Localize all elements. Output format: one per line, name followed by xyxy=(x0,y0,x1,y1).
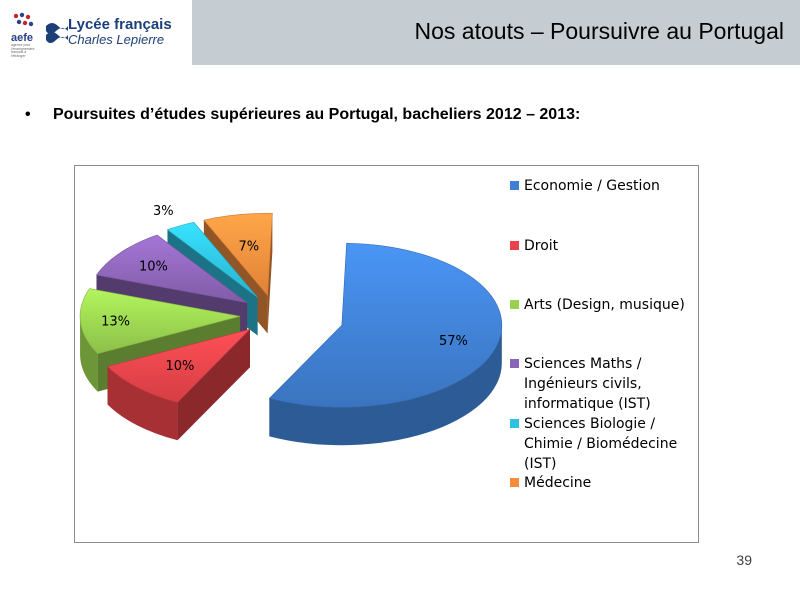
pie-slice-1 xyxy=(106,328,251,403)
legend-item: Economie / Gestion xyxy=(510,176,694,196)
legend-swatch xyxy=(510,181,519,190)
aefe-wordmark: aefe xyxy=(11,32,34,44)
legend-item: Médecine xyxy=(510,473,694,493)
legend-item: Arts (Design, musique) xyxy=(510,295,694,315)
pie-slice-wall xyxy=(267,213,273,334)
legend-swatch xyxy=(510,359,519,368)
bullet-symbol: • xyxy=(25,106,31,123)
pie-slice-side xyxy=(107,366,178,441)
lycee-wave-icon xyxy=(46,23,68,43)
page-number: 39 xyxy=(736,552,752,568)
aefe-caption: agence pour l'enseignement français à l'… xyxy=(11,43,35,58)
legend-swatch xyxy=(510,241,519,250)
pie-data-label: 10% xyxy=(165,359,194,374)
aefe-logo: aefe agence pour l'enseignement français… xyxy=(8,10,44,58)
legend-item: Sciences Biologie / Chimie / Biomédecine… xyxy=(510,414,694,474)
pie-slice-side xyxy=(80,316,98,392)
legend-label: Sciences Biologie / Chimie / Biomédecine… xyxy=(524,416,678,472)
legend-label: Médecine xyxy=(524,475,592,491)
bullet-point: • Poursuites d’études supérieures au Port… xyxy=(25,106,580,124)
aefe-dots-icon xyxy=(13,12,34,27)
pie-chart: 57% 10% 13% 10% 3% 7% xyxy=(79,204,503,446)
pie-data-label: 10% xyxy=(139,260,168,275)
pie-slice-3 xyxy=(95,234,248,304)
logo-school-name-line2: Charles Lepierre xyxy=(68,32,165,47)
school-logo: aefe agence pour l'enseignement français… xyxy=(8,10,188,58)
pie-data-label: 7% xyxy=(239,239,260,254)
legend-label: Arts (Design, musique) xyxy=(524,297,685,313)
pie-data-label: 13% xyxy=(101,314,130,329)
pie-slice-side xyxy=(269,325,502,446)
legend-label: Sciences Maths / Ingénieurs civils, info… xyxy=(524,356,651,412)
legend-label: Droit xyxy=(524,238,559,254)
pie-data-label: 57% xyxy=(439,334,468,349)
legend-swatch xyxy=(510,300,519,309)
header-band xyxy=(192,0,800,65)
pie-slice-5 xyxy=(203,213,273,297)
legend-swatch xyxy=(510,419,519,428)
legend-swatch xyxy=(510,478,519,487)
logo-school-name-line1: Lycée français xyxy=(68,16,172,33)
pie-slice-wall xyxy=(177,329,250,441)
pie-slice-4 xyxy=(166,221,258,298)
slide-title: Nos atouts – Poursuivre au Portugal xyxy=(414,18,784,44)
pie-data-label: 3% xyxy=(153,204,174,219)
pie-slice-0 xyxy=(268,242,503,408)
bullet-text: Poursuites d’études supérieures au Portu… xyxy=(53,106,581,123)
legend-label: Economie / Gestion xyxy=(524,178,660,194)
pie-slice-2 xyxy=(79,288,241,354)
legend-item: Droit xyxy=(510,236,694,256)
legend-item: Sciences Maths / Ingénieurs civils, info… xyxy=(510,354,694,414)
